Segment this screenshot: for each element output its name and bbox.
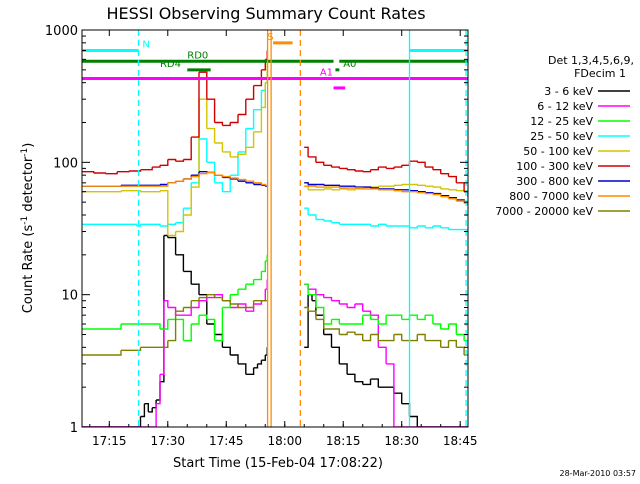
x-tick-label-2: 17:45 bbox=[209, 434, 244, 448]
vline-layer bbox=[137, 30, 467, 427]
y-tick-label-2: 100 bbox=[53, 156, 78, 171]
x-axis: 17:15 17:30 17:45 18:00 18:15 18:30 18:45 bbox=[89, 30, 478, 448]
flag-label-3: A0 bbox=[343, 59, 356, 70]
flag-label-4: A1 bbox=[320, 68, 333, 79]
legend-label-2: 12 - 25 keV bbox=[530, 115, 593, 128]
flag-label-2: RD4 bbox=[160, 59, 181, 70]
x-tick-label-0: 17:15 bbox=[92, 434, 127, 448]
legend-header-2: FDecim 1 bbox=[574, 67, 626, 80]
x-axis-label: Start Time (15-Feb-04 17:08:22) bbox=[173, 456, 383, 471]
flag-layer: N RD0 RD4 A0 A1 S bbox=[82, 32, 468, 90]
y-axis-label: Count Rate (s-1 detector-1) bbox=[20, 143, 36, 314]
legend-label-0: 3 - 6 keV bbox=[544, 85, 593, 98]
x-tick-label-4: 18:15 bbox=[326, 434, 361, 448]
flag-label-6: S bbox=[267, 32, 273, 43]
flag-label-0: N bbox=[142, 39, 149, 50]
svg-text:Count Rate (s-1 detector-1): Count Rate (s-1 detector-1) bbox=[20, 143, 36, 314]
legend-label-3: 25 - 50 keV bbox=[530, 130, 593, 143]
x-tick-label-6: 18:45 bbox=[443, 434, 478, 448]
y-axis: 1 10 100 1000 bbox=[45, 24, 468, 436]
x-tick-label-3: 18:00 bbox=[267, 434, 302, 448]
plot-frame bbox=[81, 29, 469, 428]
x-tick-label-5: 18:30 bbox=[384, 434, 419, 448]
legend: Det 1,3,4,5,6,9, FDecim 1 3 - 6 keV 6 - 1… bbox=[495, 54, 634, 218]
legend-label-5: 100 - 300 keV bbox=[516, 160, 593, 173]
y-tick-label-1: 10 bbox=[61, 289, 78, 304]
series-line-1 bbox=[82, 279, 468, 427]
legend-label-1: 6 - 12 keV bbox=[537, 100, 593, 113]
footer-timestamp: 28-Mar-2010 03:57 bbox=[560, 469, 637, 478]
legend-label-8: 7000 - 20000 keV bbox=[495, 205, 593, 218]
chart-title: HESSI Observing Summary Count Rates bbox=[106, 4, 425, 23]
y-tick-label-0: 1 bbox=[70, 421, 78, 436]
y-tick-label-3: 1000 bbox=[45, 24, 78, 39]
legend-label-4: 50 - 100 keV bbox=[523, 145, 593, 158]
series-line-5 bbox=[82, 50, 468, 197]
legend-label-7: 800 - 7000 keV bbox=[509, 190, 593, 203]
series-layer bbox=[82, 50, 468, 427]
x-tick-label-1: 17:30 bbox=[150, 434, 185, 448]
legend-label-6: 300 - 800 keV bbox=[516, 175, 593, 188]
flag-label-1: RD0 bbox=[187, 50, 208, 61]
legend-header-1: Det 1,3,4,5,6,9, bbox=[548, 54, 634, 67]
series-line-8 bbox=[82, 294, 468, 356]
